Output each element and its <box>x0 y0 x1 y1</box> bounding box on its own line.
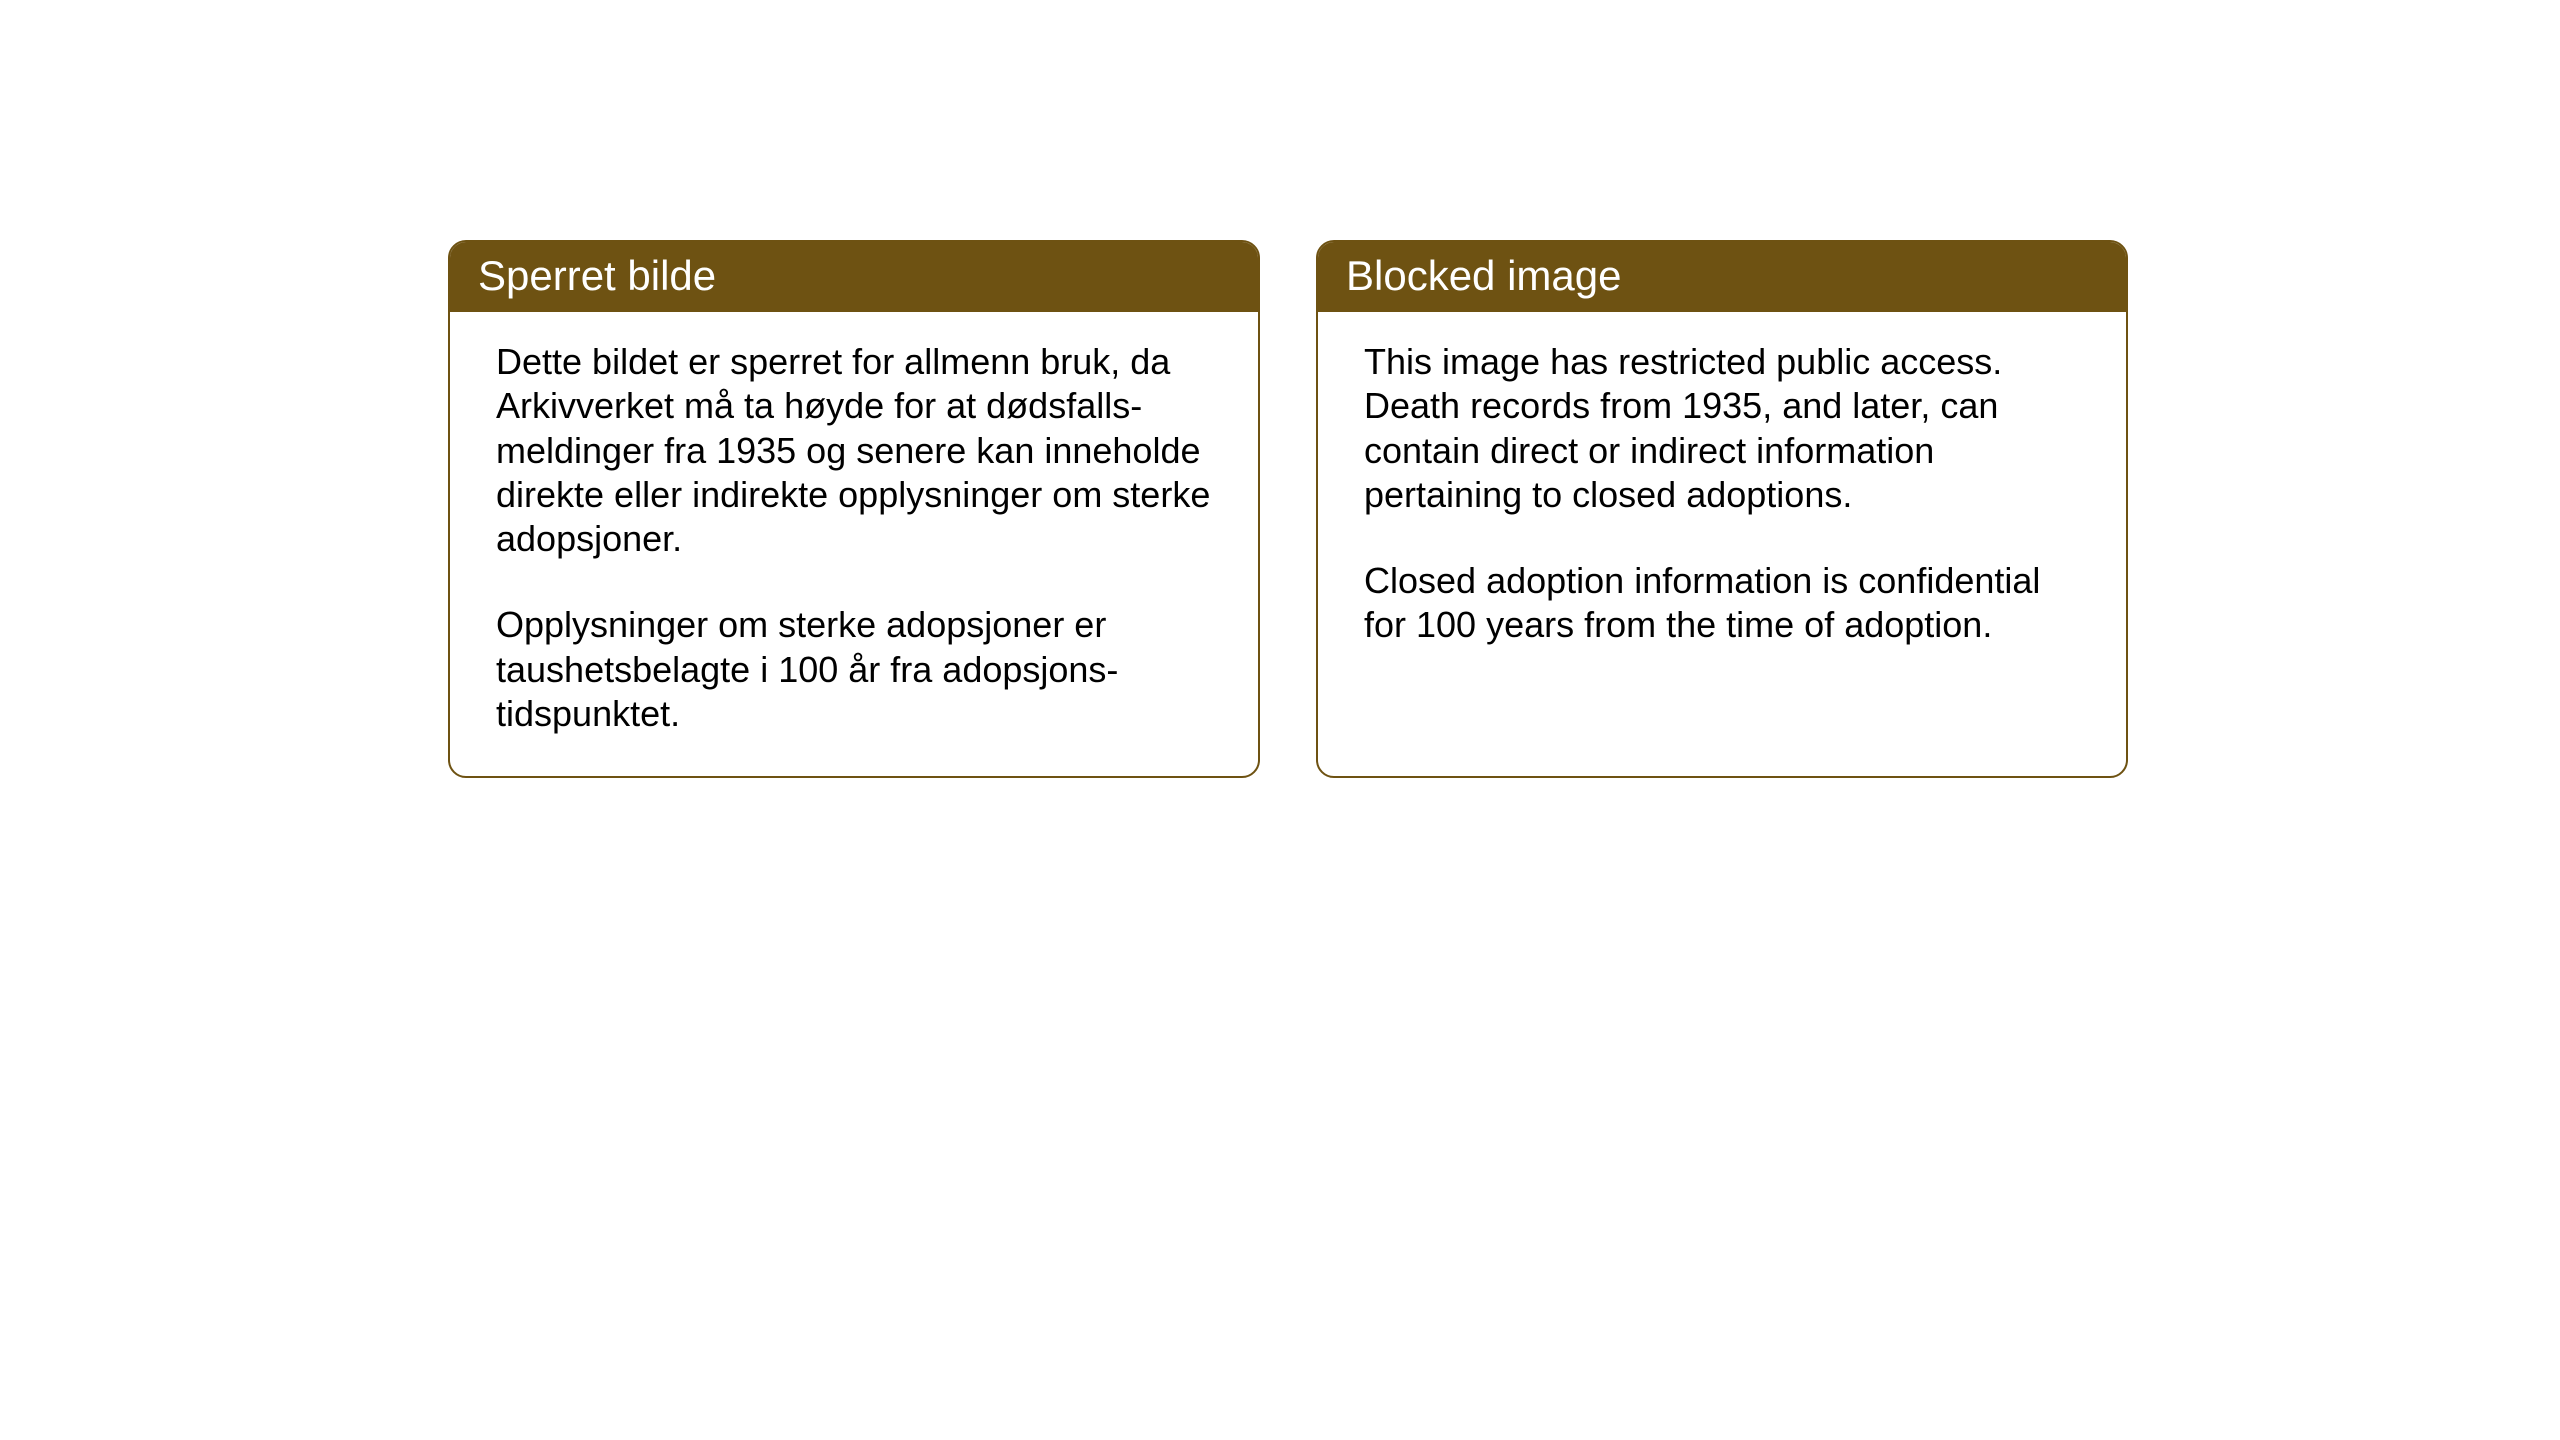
card-norwegian: Sperret bilde Dette bildet er sperret fo… <box>448 240 1260 778</box>
card-title-english: Blocked image <box>1346 252 1621 299</box>
card-paragraph1-english: This image has restricted public access.… <box>1364 340 2080 517</box>
card-title-norwegian: Sperret bilde <box>478 252 716 299</box>
cards-container: Sperret bilde Dette bildet er sperret fo… <box>448 240 2128 778</box>
card-paragraph2-english: Closed adoption information is confident… <box>1364 559 2080 648</box>
card-body-english: This image has restricted public access.… <box>1318 312 2126 742</box>
card-english: Blocked image This image has restricted … <box>1316 240 2128 778</box>
card-header-norwegian: Sperret bilde <box>450 242 1258 312</box>
card-body-norwegian: Dette bildet er sperret for allmenn bruk… <box>450 312 1258 776</box>
card-paragraph2-norwegian: Opplysninger om sterke adopsjoner er tau… <box>496 603 1212 736</box>
card-header-english: Blocked image <box>1318 242 2126 312</box>
card-paragraph1-norwegian: Dette bildet er sperret for allmenn bruk… <box>496 340 1212 561</box>
